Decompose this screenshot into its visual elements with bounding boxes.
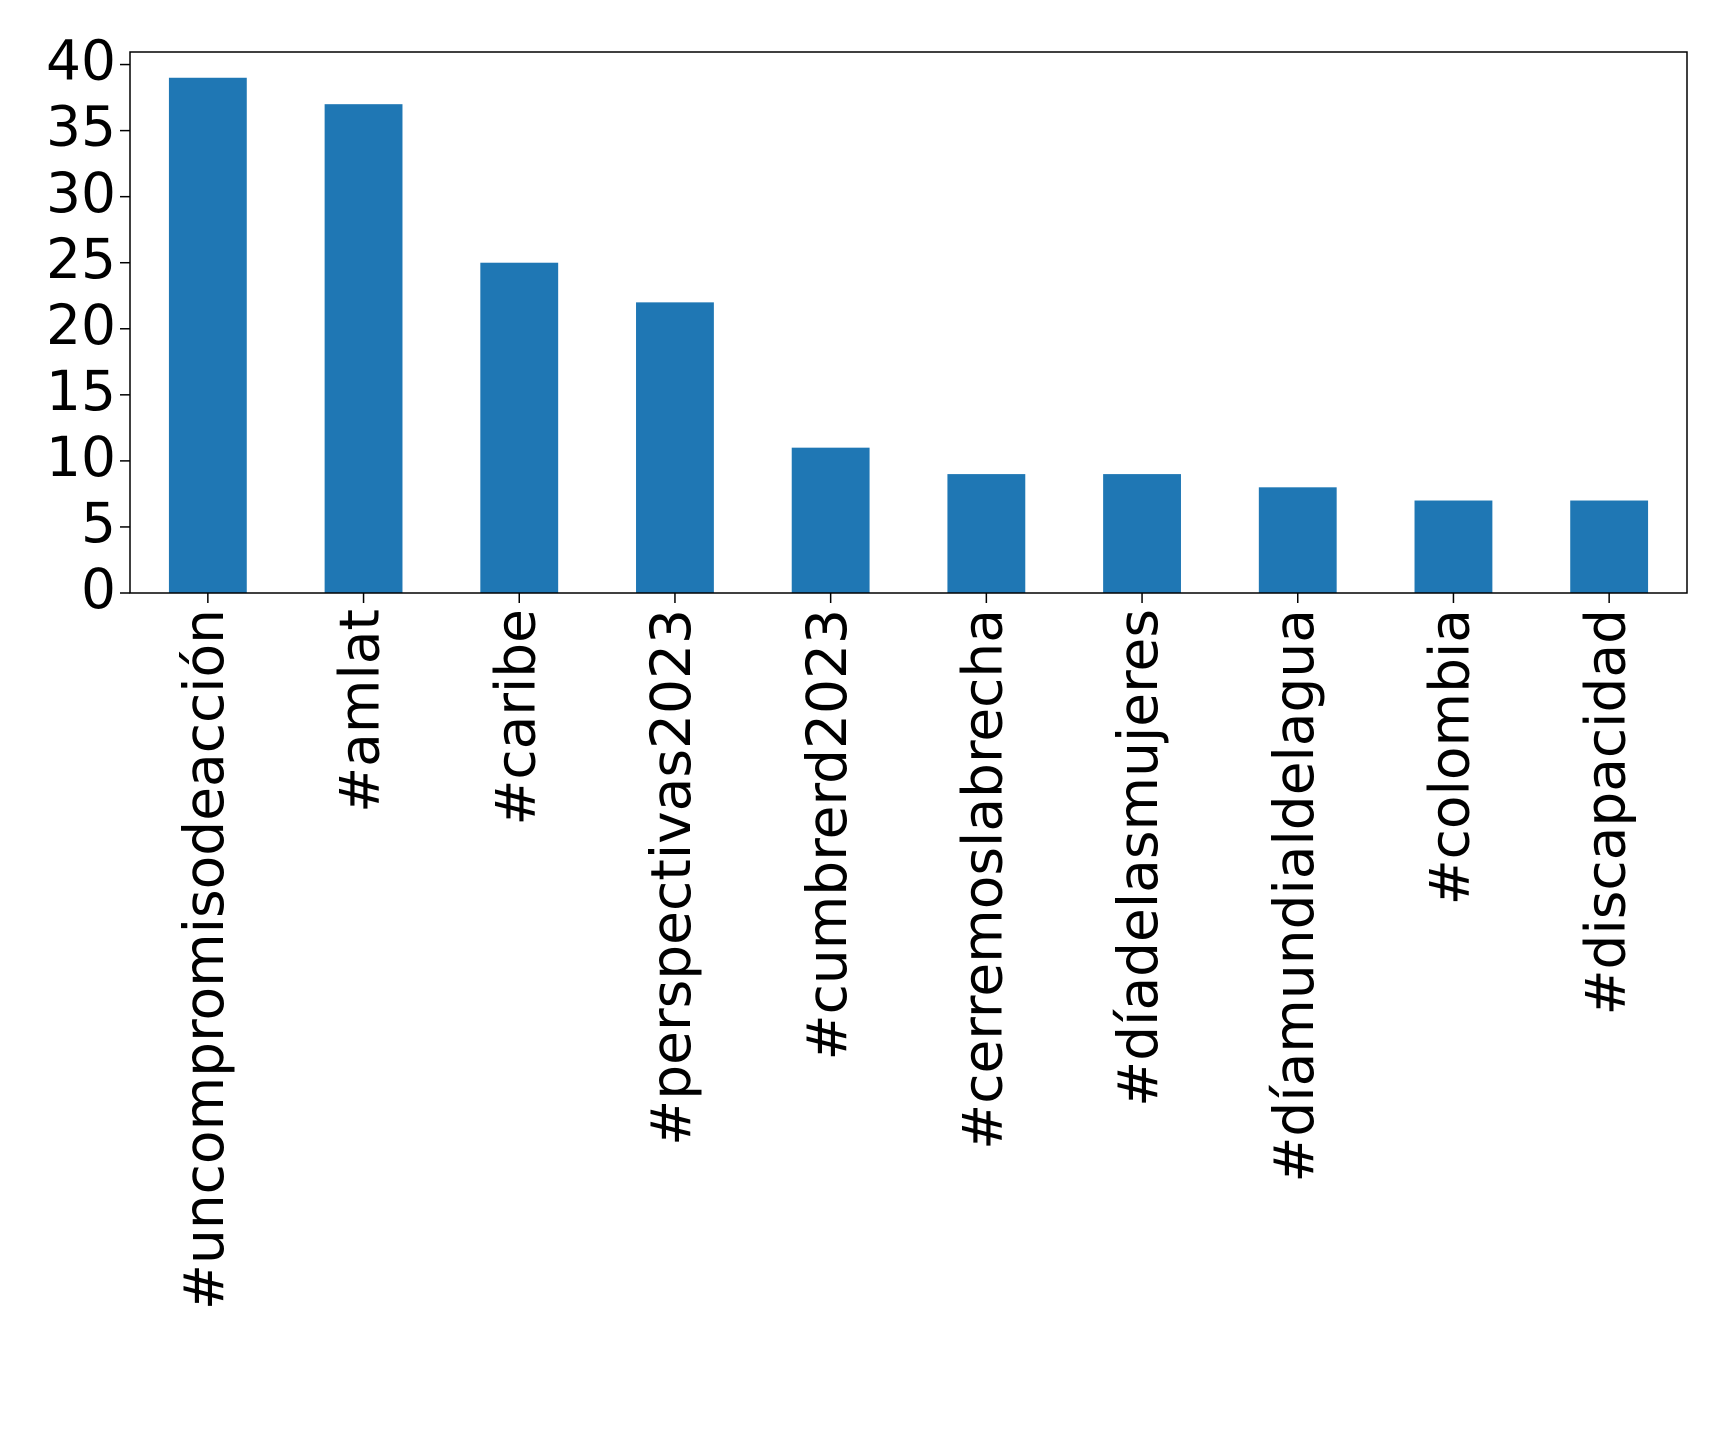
y-tick-label: 25	[46, 227, 116, 291]
x-tick-label: #cerremoslabrecha	[950, 609, 1014, 1150]
x-tick-label: #cumbrerd2023	[795, 609, 859, 1060]
x-tick-label: #amlat	[328, 609, 392, 813]
bar	[1414, 500, 1493, 593]
y-tick-label: 5	[81, 491, 116, 555]
y-tick-label: 35	[46, 95, 116, 159]
x-tick-label: #caribe	[483, 609, 547, 826]
y-tick-label: 30	[46, 161, 116, 225]
y-tick-label: 0	[81, 557, 116, 621]
x-tick-label: #uncompromisodeacción	[172, 609, 236, 1310]
x-tick-label: #díamundialdelagua	[1262, 609, 1326, 1183]
x-tick-label: #colombia	[1418, 609, 1482, 905]
bar	[1258, 487, 1337, 593]
y-tick-label: 10	[46, 425, 116, 489]
x-tick-label: #díadelasmujeres	[1106, 609, 1170, 1107]
bar	[324, 104, 403, 593]
plot-frame	[129, 51, 1688, 594]
bar	[947, 474, 1026, 593]
y-tick-label: 40	[46, 29, 116, 93]
bar	[168, 77, 247, 593]
bar	[1103, 474, 1181, 593]
x-tick-label: #perspectivas2023	[639, 609, 703, 1146]
y-tick-label: 20	[46, 293, 116, 357]
bar	[1570, 500, 1649, 593]
bar	[791, 447, 870, 593]
bar	[480, 262, 559, 593]
y-tick-label: 15	[46, 359, 116, 423]
bar	[636, 302, 714, 593]
x-tick-label: #discapacidad	[1573, 609, 1637, 1016]
